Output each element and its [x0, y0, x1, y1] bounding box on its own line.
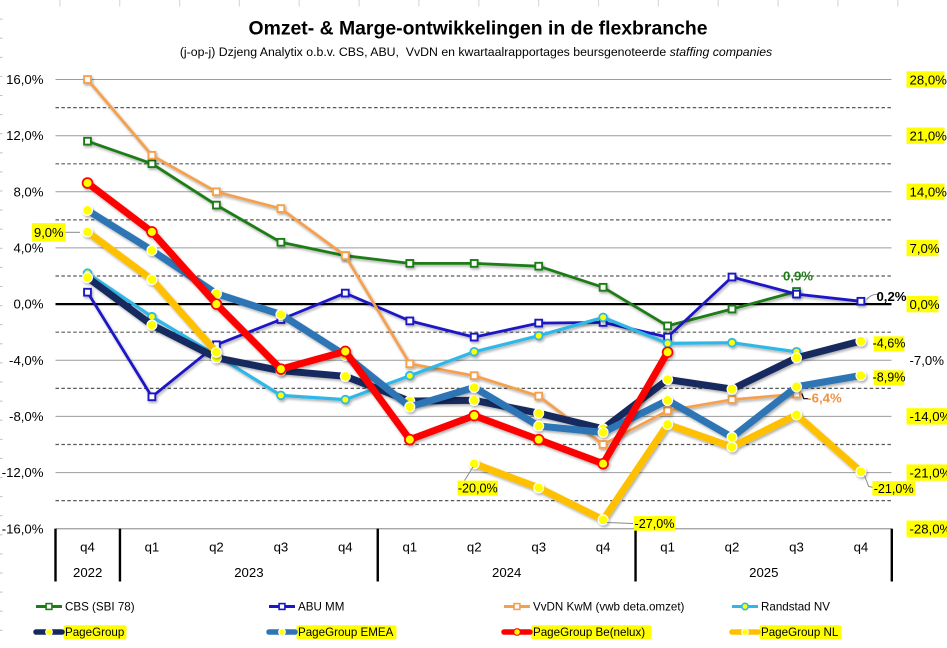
svg-text:0,0%: 0,0%: [13, 297, 43, 312]
svg-text:q4: q4: [80, 540, 95, 555]
svg-text:q2: q2: [725, 540, 740, 555]
svg-text:ABU MM: ABU MM: [298, 601, 344, 614]
svg-text:-27,0%: -27,0%: [635, 517, 675, 531]
svg-text:q1: q1: [145, 540, 160, 555]
svg-text:q3: q3: [789, 540, 804, 555]
svg-text:-28,0%: -28,0%: [910, 522, 947, 537]
svg-text:2024: 2024: [492, 565, 521, 580]
svg-text:-6,4%: -6,4%: [807, 391, 842, 406]
svg-text:12,0%: 12,0%: [6, 128, 44, 143]
svg-text:Randstad NV: Randstad NV: [761, 601, 830, 614]
svg-text:-8,0%: -8,0%: [9, 409, 44, 424]
svg-text:q4: q4: [596, 540, 611, 555]
svg-text:PageGroup: PageGroup: [65, 626, 124, 639]
svg-text:21,0%: 21,0%: [910, 129, 947, 144]
svg-text:16,0%: 16,0%: [6, 72, 44, 87]
svg-text:PageGroup NL: PageGroup NL: [761, 626, 839, 639]
svg-text:-21,0%: -21,0%: [910, 465, 947, 480]
svg-text:2025: 2025: [749, 565, 778, 580]
svg-text:2022: 2022: [73, 565, 102, 580]
svg-text:-16,0%: -16,0%: [2, 521, 44, 536]
svg-text:14,0%: 14,0%: [910, 185, 947, 200]
svg-text:28,0%: 28,0%: [910, 72, 947, 87]
svg-text:q3: q3: [274, 540, 289, 555]
svg-text:Omzet- & Marge-ontwikkelingen: Omzet- & Marge-ontwikkelingen in de flex…: [249, 18, 708, 40]
svg-text:-4,0%: -4,0%: [9, 353, 44, 368]
svg-text:0,2%: 0,2%: [876, 289, 906, 304]
svg-text:-12,0%: -12,0%: [2, 465, 44, 480]
svg-text:9,0%: 9,0%: [34, 225, 64, 240]
svg-text:7,0%: 7,0%: [910, 241, 940, 256]
svg-text:VvDN KwM (vwb deta.omzet): VvDN KwM (vwb deta.omzet): [533, 601, 685, 614]
svg-text:CBS (SBI 78): CBS (SBI 78): [65, 601, 135, 614]
svg-text:q2: q2: [209, 540, 224, 555]
svg-text:q2: q2: [467, 540, 482, 555]
svg-text:q3: q3: [531, 540, 546, 555]
svg-text:2023: 2023: [234, 565, 263, 580]
svg-text:PageGroup Be(nelux): PageGroup Be(nelux): [533, 626, 645, 639]
svg-text:0,0%: 0,0%: [910, 297, 940, 312]
svg-text:q4: q4: [338, 540, 353, 555]
svg-text:-4,6%: -4,6%: [873, 337, 906, 351]
svg-text:q4: q4: [854, 540, 869, 555]
svg-text:-7,0%: -7,0%: [910, 353, 945, 368]
svg-text:8,0%: 8,0%: [13, 184, 43, 199]
svg-text:4,0%: 4,0%: [13, 241, 43, 256]
svg-text:q1: q1: [402, 540, 417, 555]
svg-text:-8,9%: -8,9%: [873, 371, 906, 385]
svg-text:0,9%: 0,9%: [783, 269, 813, 284]
svg-text:q1: q1: [660, 540, 675, 555]
svg-text:-20,0%: -20,0%: [458, 482, 498, 496]
svg-text:-21,0%: -21,0%: [874, 482, 914, 496]
svg-text:-14,0%: -14,0%: [910, 409, 947, 424]
svg-text:PageGroup EMEA: PageGroup EMEA: [298, 626, 394, 639]
svg-text:(j-op-j) Dzjeng Analytix o.b.v: (j-op-j) Dzjeng Analytix o.b.v. CBS, ABU…: [180, 45, 772, 59]
